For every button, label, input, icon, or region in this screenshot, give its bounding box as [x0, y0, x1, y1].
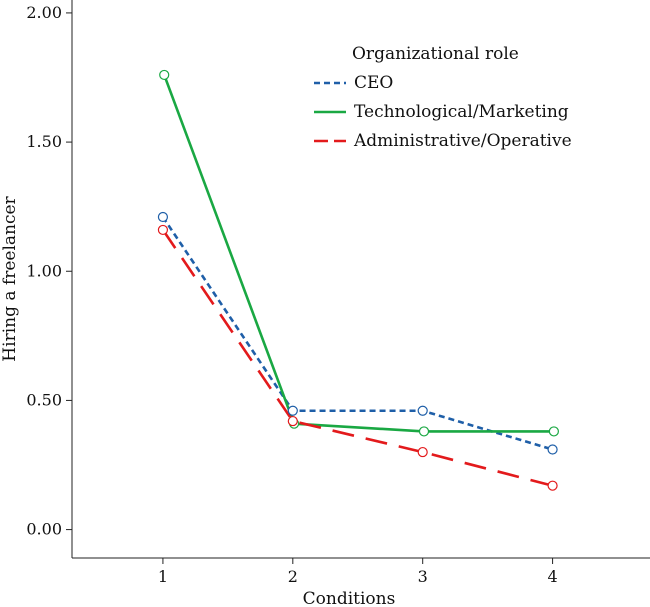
data-point — [159, 69, 170, 81]
series-line-1 — [161, 216, 553, 451]
data-point — [417, 405, 428, 416]
axes — [71, 0, 650, 559]
y-tick-label: 1.00 — [26, 261, 62, 280]
x-ticks: 1 2 3 4 — [158, 558, 558, 586]
legend-label: Technological/Marketing — [354, 102, 569, 122]
y-tick-label: 0.00 — [26, 520, 62, 539]
legend-title: Organizational role — [352, 44, 519, 64]
series-lines — [161, 74, 554, 487]
x-tick-label: 4 — [547, 567, 557, 586]
y-tick-label: 1.50 — [26, 132, 62, 151]
y-axis-label: Hiring a freelancer — [0, 195, 20, 361]
legend: Organizational role CEO Technological/Mar… — [314, 44, 572, 151]
x-tick-label: 1 — [158, 567, 168, 586]
legend-label: Administrative/Operative — [353, 131, 572, 151]
data-point — [287, 415, 298, 427]
y-ticks: 0.00 0.50 1.00 1.50 2.00 — [26, 3, 72, 539]
data-point — [548, 426, 559, 437]
data-point — [157, 211, 169, 223]
y-tick-label: 2.00 — [26, 3, 62, 22]
data-point — [547, 480, 558, 491]
data-point — [287, 405, 298, 416]
data-point — [547, 444, 558, 455]
legend-items: CEO Technological/Marketing Administrative… — [314, 73, 572, 151]
series-line-3 — [161, 229, 553, 487]
legend-label: CEO — [354, 73, 393, 93]
series-line-2 — [163, 74, 554, 433]
x-tick-label: 3 — [418, 567, 428, 586]
x-axis-label: Conditions — [303, 589, 396, 607]
series-points — [157, 69, 559, 491]
data-point — [417, 446, 428, 458]
y-tick-label: 0.50 — [26, 390, 62, 409]
x-tick-label: 2 — [288, 567, 298, 586]
data-point — [157, 224, 169, 236]
data-point — [418, 426, 430, 437]
